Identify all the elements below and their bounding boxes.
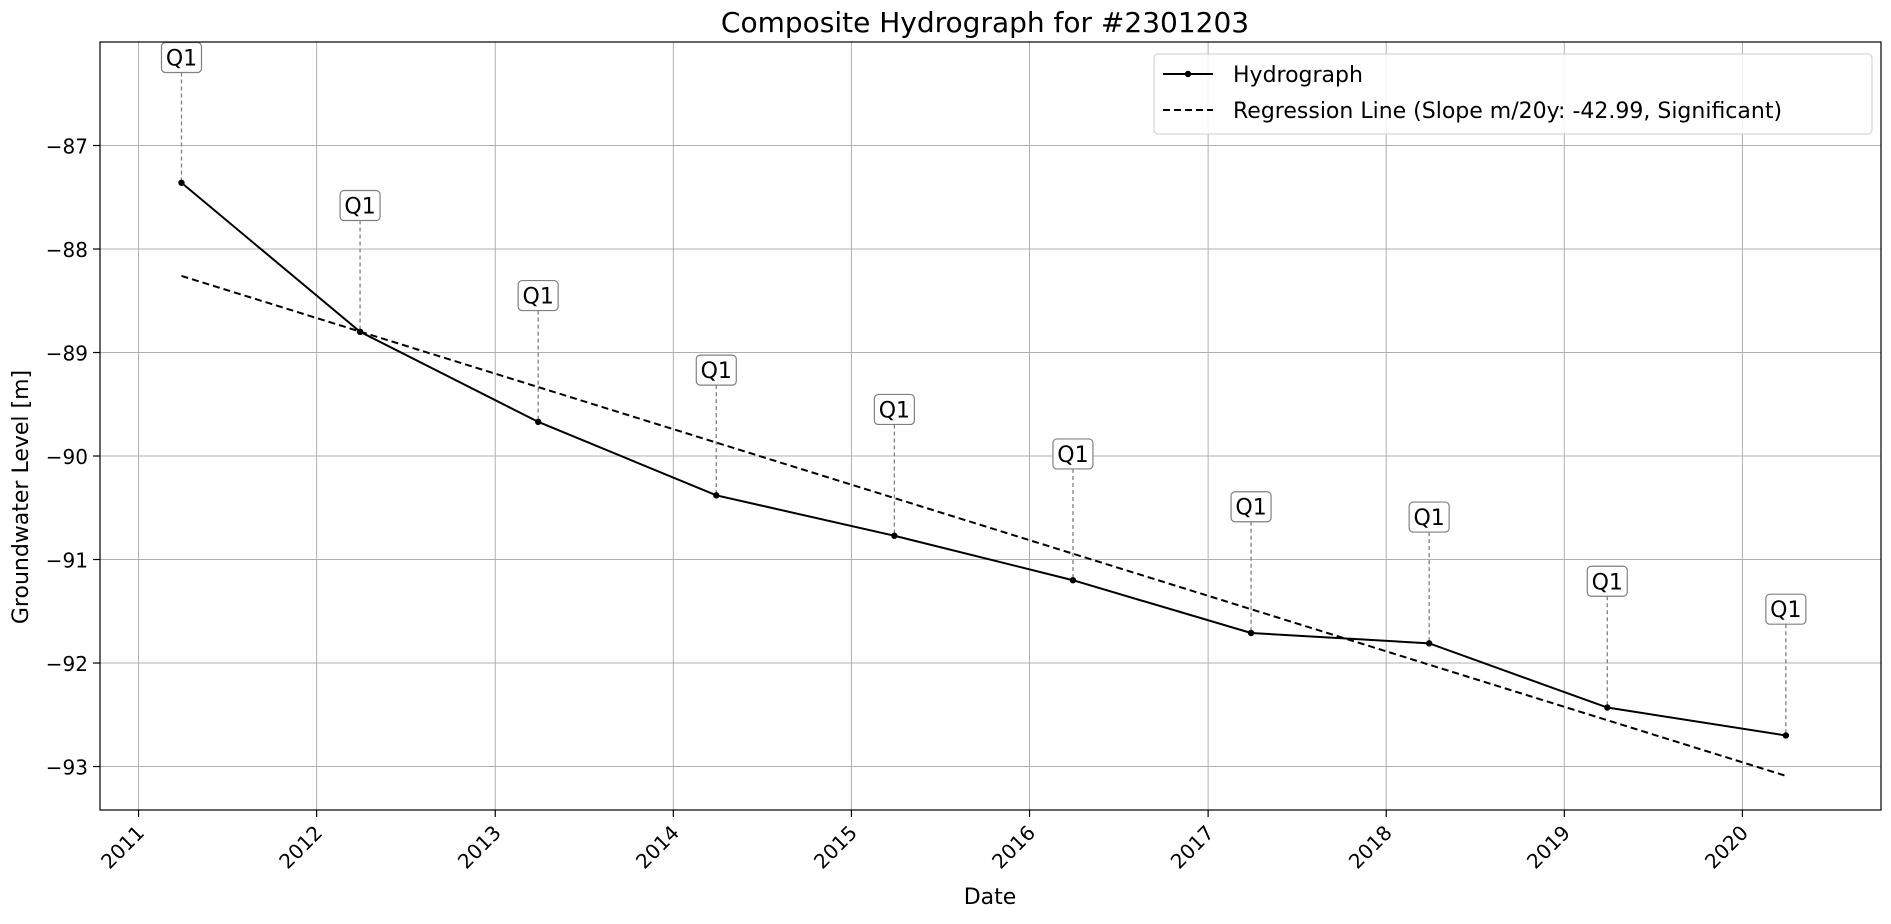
annotation-label: Q1 bbox=[1592, 570, 1623, 595]
hydrograph-point bbox=[713, 492, 720, 499]
annotation-label: Q1 bbox=[701, 359, 732, 384]
hydrograph-point bbox=[1069, 577, 1077, 584]
legend-regression-label: Regression Line (Slope m/20y: -42.99, Si… bbox=[1233, 99, 1782, 124]
hydrograph-point bbox=[1604, 704, 1611, 711]
x-tick-label: 2017 bbox=[1166, 821, 1219, 874]
y-tick-label: −91 bbox=[46, 549, 88, 573]
hydrograph-point bbox=[1782, 732, 1790, 739]
series-lines bbox=[178, 179, 1790, 777]
annotation-label: Q1 bbox=[344, 195, 375, 220]
y-tick-label: −87 bbox=[46, 135, 88, 159]
annotation-box bbox=[1052, 438, 1094, 470]
regression-line bbox=[181, 274, 1787, 777]
x-tick-label: 2015 bbox=[809, 821, 862, 874]
annotation-box bbox=[1230, 491, 1272, 523]
x-tick-label: 2020 bbox=[1700, 821, 1753, 874]
hydrograph-line bbox=[180, 181, 1787, 737]
hydrograph-point bbox=[1425, 640, 1433, 647]
x-tick-label: 2016 bbox=[987, 821, 1040, 874]
hydrograph-point bbox=[534, 418, 542, 426]
annotation-label: Q1 bbox=[1235, 496, 1266, 521]
legend-hydrograph-label: Hydrograph bbox=[1233, 63, 1363, 88]
legend: Hydrograph Regression Line (Slope m/20y: … bbox=[1153, 53, 1873, 135]
annotation-box bbox=[339, 189, 381, 222]
annotation-label: Q1 bbox=[1413, 506, 1444, 531]
annotation-label: Q1 bbox=[1057, 443, 1088, 468]
y-tick-label: −90 bbox=[46, 445, 88, 469]
annotation-label: Q1 bbox=[879, 398, 910, 423]
annotation-label: Q1 bbox=[166, 47, 197, 72]
hydrograph-point bbox=[891, 532, 898, 539]
annotation-box bbox=[517, 279, 559, 312]
grid bbox=[100, 42, 1881, 810]
plot-area-frame bbox=[99, 41, 1882, 811]
annotations: Q1 Q1 Q1 Q1 Q1 Q1 Q1 Q1 Q1 Q1 bbox=[160, 41, 1807, 736]
y-tick-label: −88 bbox=[46, 238, 88, 262]
annotation-label: Q1 bbox=[523, 285, 554, 310]
x-axis-label: Date bbox=[964, 885, 1017, 910]
y-tick-label: −93 bbox=[46, 756, 88, 780]
y-tick-label: −89 bbox=[46, 342, 88, 366]
annotation-box bbox=[1408, 501, 1450, 533]
annotation-box bbox=[873, 393, 915, 426]
axis-ticks: −87 −88 −89 −90 −91 −92 −93 2011 2012 2013 2014 201… bbox=[46, 135, 1753, 874]
x-tick-label: 2012 bbox=[274, 821, 327, 874]
y-axis-label: Groundwater Level [m] bbox=[9, 370, 34, 624]
chart-title: Composite Hydrograph for #2301203 bbox=[721, 6, 1249, 39]
x-tick-label: 2011 bbox=[96, 821, 149, 874]
annotation-box bbox=[1765, 593, 1807, 625]
y-tick-label: −92 bbox=[46, 652, 88, 676]
annotation-box bbox=[1586, 565, 1628, 597]
x-tick-label: 2019 bbox=[1522, 821, 1575, 874]
hydrograph-point bbox=[1247, 629, 1255, 637]
x-tick-label: 2014 bbox=[631, 821, 684, 874]
hydrograph-point bbox=[356, 328, 364, 336]
hydrograph-point bbox=[178, 179, 185, 186]
x-tick-label: 2018 bbox=[1344, 821, 1397, 874]
legend-box bbox=[1153, 53, 1873, 135]
legend-hydrograph-marker bbox=[1184, 70, 1192, 78]
x-tick-label: 2013 bbox=[453, 821, 506, 874]
annotation-box bbox=[695, 354, 737, 386]
annotation-label: Q1 bbox=[1770, 598, 1801, 623]
